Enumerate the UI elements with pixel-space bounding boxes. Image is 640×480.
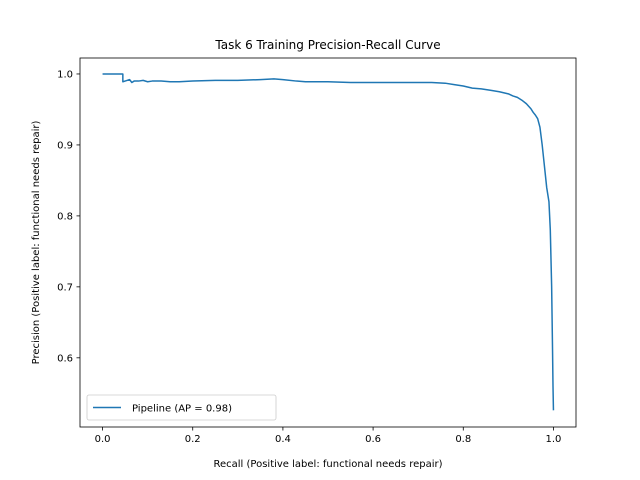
y-tick-label: 0.9	[57, 140, 73, 151]
x-axis-label: Recall (Positive label: functional needs…	[214, 459, 443, 470]
y-tick-label: 0.6	[57, 353, 73, 364]
x-tick-label: 0.0	[95, 434, 111, 445]
series-line-0	[102, 73, 555, 411]
series-layer	[102, 73, 555, 411]
x-tick-label: 0.2	[185, 434, 201, 445]
x-tick-label: 0.4	[275, 434, 291, 445]
legend: Pipeline (AP = 0.98)	[86, 394, 277, 421]
x-tick-label: 0.6	[365, 434, 381, 445]
y-tick-label: 0.7	[57, 282, 73, 293]
y-tick-label: 1.0	[57, 69, 73, 80]
y-axis-label: Precision (Positive label: functional ne…	[31, 121, 42, 365]
y-axis-ticks: 0.6 0.7 0.8 0.9 1.0	[57, 69, 80, 364]
chart-title: Task 6 Training Precision-Recall Curve	[214, 38, 440, 52]
legend-box	[86, 394, 277, 421]
x-tick-label: 1.0	[546, 434, 562, 445]
y-tick-label: 0.8	[57, 211, 73, 222]
x-tick-label: 0.8	[455, 434, 471, 445]
axes-frame	[79, 57, 577, 428]
legend-label: Pipeline (AP = 0.98)	[132, 404, 232, 415]
plot-area	[79, 57, 577, 428]
x-axis-ticks: 0.0 0.2 0.4 0.6 0.8 1.0	[95, 427, 562, 445]
